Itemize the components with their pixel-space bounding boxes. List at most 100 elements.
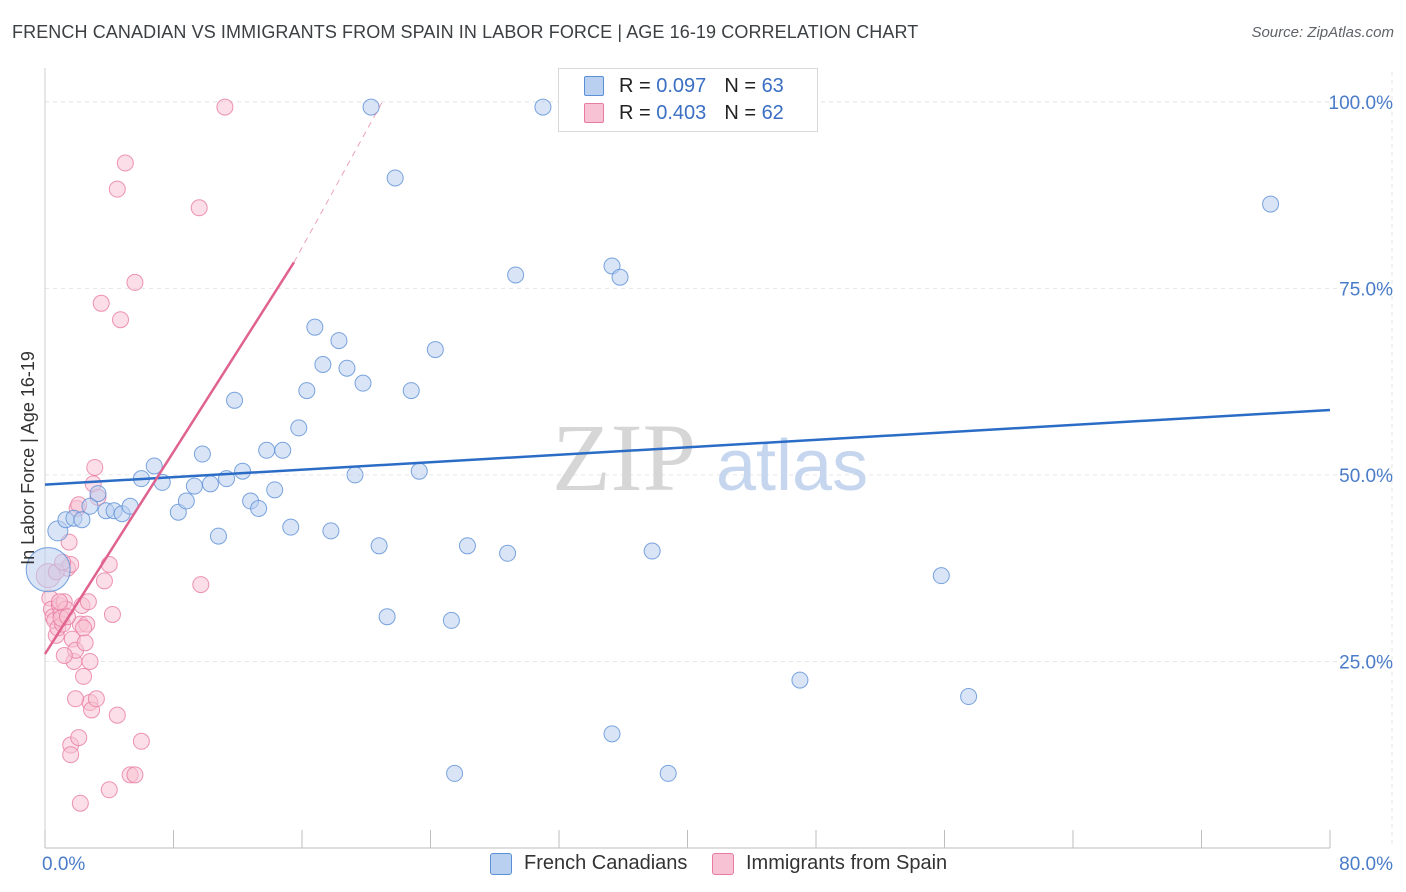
bottom-legend-french-canadians: French Canadians (490, 852, 687, 875)
data-point (108, 706, 126, 724)
trend-line-immigrants-from-spain (43, 261, 296, 655)
legend-r-value: 0.403 (656, 101, 707, 124)
data-point (100, 555, 118, 573)
data-point (330, 332, 348, 350)
y-tick-label: 25.0% (1339, 652, 1393, 673)
watermark-zip: ZIP (552, 404, 696, 511)
data-point (442, 611, 460, 629)
data-point (338, 359, 356, 377)
data-point (100, 781, 118, 799)
bottom-legend-label: Immigrants from Spain (746, 852, 948, 874)
legend-swatch-blue (584, 76, 604, 96)
data-point (378, 608, 396, 626)
trend-line-french-canadians (44, 408, 1331, 486)
data-point (81, 497, 99, 515)
data-point (410, 462, 428, 480)
data-point (86, 458, 104, 476)
legend-n-value: 63 (761, 74, 784, 97)
data-point (314, 355, 332, 373)
legend-r-label: R = (619, 101, 657, 124)
data-point (50, 593, 68, 611)
series-immigrants-from-spain (35, 98, 234, 812)
bottom-legend-label: French Canadians (524, 852, 688, 874)
legend-n-value: 62 (761, 101, 784, 124)
axes (44, 68, 1331, 849)
trend-lines (43, 101, 1331, 655)
data-point (960, 688, 978, 706)
legend-n-label: N = (724, 74, 762, 97)
data-point (87, 690, 105, 708)
data-point (499, 544, 517, 562)
data-point (92, 294, 110, 312)
data-point (132, 732, 150, 750)
data-point (108, 180, 126, 198)
data-point (95, 572, 113, 590)
data-point (643, 542, 661, 560)
legend-swatch-pink (584, 103, 604, 123)
data-point (274, 441, 292, 459)
data-point (177, 492, 195, 510)
legend-r-label: R = (619, 74, 657, 97)
y-axis-label: In Labor Force | Age 16-19 (18, 351, 38, 565)
data-point (62, 746, 80, 764)
data-point (659, 764, 677, 782)
y-tick-label: 75.0% (1339, 279, 1393, 300)
bottom-legend-immigrants-from-spain: Immigrants from Spain (712, 852, 947, 875)
data-point (111, 311, 129, 329)
data-point (446, 764, 464, 782)
bottom-legend-swatch-pink (712, 852, 734, 875)
data-point (507, 266, 525, 284)
data-point (185, 477, 203, 495)
data-point (193, 445, 211, 463)
data-point (76, 634, 94, 652)
data-point (75, 667, 93, 685)
data-point (603, 725, 621, 743)
data-point (192, 576, 210, 594)
series-french-canadians (25, 98, 1280, 782)
tick-labels: 25.0% 50.0% 75.0% 100.0% 0.0% 80.0% (42, 93, 1393, 875)
x-tick-label: 0.0% (42, 854, 85, 875)
data-point (386, 169, 404, 187)
data-point (458, 537, 476, 555)
legend-n-label: N = (724, 101, 762, 124)
data-point (234, 462, 252, 480)
data-point (534, 98, 552, 116)
data-point (81, 652, 99, 670)
data-point (346, 466, 364, 484)
data-point (1262, 195, 1280, 213)
data-point (79, 593, 97, 611)
watermark: ZIP atlas (552, 404, 868, 511)
data-point (258, 441, 276, 459)
data-point (402, 382, 420, 400)
data-point (226, 391, 244, 409)
data-point (216, 98, 234, 116)
y-tick-label: 100.0% (1329, 93, 1394, 114)
data-point (354, 374, 372, 392)
data-point (126, 273, 144, 291)
stats-legend: R = 0.097 N = 63 R = 0.403 N = 62 (558, 68, 818, 132)
data-point (73, 511, 91, 529)
data-point (71, 794, 89, 812)
x-tick-label: 80.0% (1339, 854, 1393, 875)
data-point (282, 518, 300, 536)
data-point (932, 567, 950, 585)
data-point (370, 537, 388, 555)
data-point (306, 318, 324, 336)
data-point (25, 547, 71, 593)
data-point (611, 268, 629, 286)
data-point (89, 485, 107, 503)
data-point (426, 341, 444, 359)
data-point (266, 481, 284, 499)
data-point (55, 646, 73, 664)
chart-source: Source: ZipAtlas.com (1251, 24, 1394, 41)
chart-title: FRENCH CANADIAN VS IMMIGRANTS FROM SPAIN… (12, 22, 919, 42)
data-point (290, 419, 308, 437)
data-point (145, 457, 163, 475)
data-point (298, 382, 316, 400)
bottom-legend-swatch-blue (490, 852, 512, 875)
data-point (791, 671, 809, 689)
trend-line-extension (293, 101, 383, 263)
data-point (75, 619, 93, 637)
data-point (70, 729, 88, 747)
